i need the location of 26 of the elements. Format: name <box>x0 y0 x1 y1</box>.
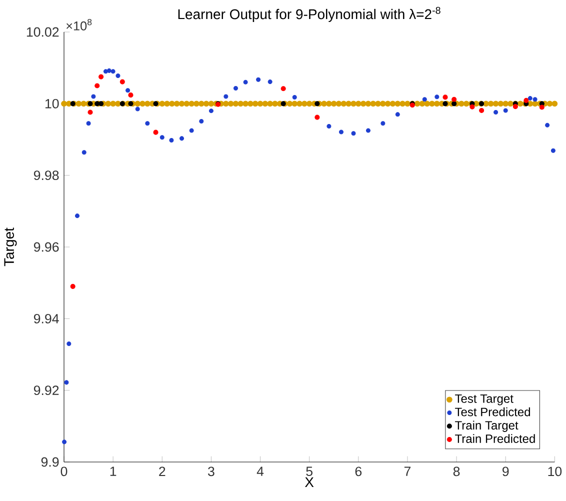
x-tick-label: 2 <box>159 466 166 476</box>
x-tick-label: 6 <box>355 466 362 476</box>
y-axis-title: Target <box>4 228 17 266</box>
x-tick-label: 7 <box>404 466 411 476</box>
legend-label: Train Target <box>455 420 518 432</box>
y-tick-label: 9.96 <box>34 242 59 252</box>
y-tick-label: 9.94 <box>34 314 59 324</box>
y-tick-label: 9.98 <box>34 170 59 180</box>
x-tick-label: 10 <box>548 466 562 476</box>
x-tick-label: 9 <box>502 466 509 476</box>
y-tick-label: 10.02 <box>26 27 59 37</box>
legend-label: Test Target <box>455 394 514 406</box>
x-axis-title: X <box>304 477 314 487</box>
x-tick-label: 3 <box>208 466 214 476</box>
y-tick-label: 9.92 <box>34 386 59 396</box>
x-tick-label: 1 <box>110 466 116 476</box>
legend-label: Test Predicted <box>455 407 530 416</box>
chart-title: Learner Output for 9-Polynomial with λ=2$^{-8}$ <box>178 6 440 22</box>
x-tick-label: 0 <box>60 466 68 476</box>
x-tick-label: 8 <box>453 466 460 476</box>
y-tick-label: 10 <box>45 98 59 108</box>
x-tick-label: 5 <box>306 466 312 476</box>
y-tick-label: 9.9 <box>41 457 59 467</box>
text: ×10$^{8}$ <box>66 18 92 30</box>
legend-label: Train Predicted <box>455 434 535 443</box>
x-tick-label: 4 <box>256 466 264 476</box>
